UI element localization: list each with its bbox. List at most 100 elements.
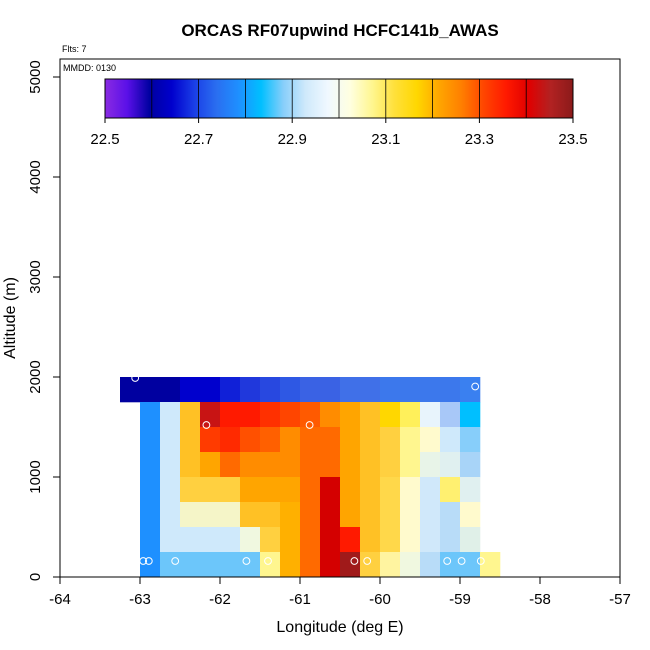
y-tick-label: 2000 (27, 360, 44, 393)
x-tick-label: -63 (129, 591, 151, 608)
y-tick-label: 5000 (27, 60, 44, 93)
colorbar-tick-label: 23.1 (371, 131, 400, 148)
heatmap-cell (460, 452, 481, 478)
heatmap-cell (340, 552, 361, 578)
heatmap-cell (300, 427, 321, 578)
heatmap-cell (460, 427, 481, 453)
heatmap-cell (340, 427, 361, 528)
heatmap-cell (180, 552, 201, 578)
heatmap-cell (280, 402, 301, 428)
heatmap-cell (420, 477, 441, 553)
heatmap-cell (400, 477, 421, 553)
colorbar-tick-label: 23.3 (465, 131, 494, 148)
x-tick-label: -58 (529, 591, 551, 608)
heatmap-cell (240, 552, 261, 578)
heatmap-cell (400, 427, 421, 478)
heatmap-cell (200, 527, 221, 553)
colorbar-ticks: 22.5 22.7 22.9 23.1 23.3 23.5 (90, 118, 588, 148)
y-tick-label: 3000 (27, 260, 44, 293)
heatmap-cell (220, 452, 241, 478)
heatmap-cell (240, 402, 261, 428)
heatmap-cell (180, 502, 201, 528)
x-axis: -64 -63 -62 -61 -60 -59 -58 -57 (49, 576, 631, 608)
heatmap-cell (480, 552, 501, 578)
sample-point (305, 421, 314, 429)
heatmap-cell (240, 502, 261, 528)
sample-point (264, 557, 272, 565)
heatmap-cell (340, 377, 381, 403)
sample-point (131, 374, 140, 382)
heatmap-cell (360, 552, 381, 578)
heatmap-cell (300, 377, 341, 403)
date-annotation: MMDD: 0130 (63, 63, 116, 73)
heatmap-cell (280, 427, 301, 453)
heatmap-cell (240, 527, 261, 553)
heatmap-cell (460, 552, 481, 578)
y-tick-label: 4000 (27, 160, 44, 193)
y-axis: 0 1000 2000 3000 4000 5000 (27, 60, 61, 581)
heatmap-cell (320, 427, 341, 478)
heatmap-cell (160, 552, 181, 578)
heatmap-cell (260, 427, 281, 453)
heatmap-cell (380, 377, 461, 403)
heatmap-cell (440, 427, 461, 453)
heatmap-cell (460, 502, 481, 528)
heatmap-cell (200, 552, 221, 578)
colorbar-tick-label: 22.9 (278, 131, 307, 148)
sample-point (350, 557, 359, 565)
heatmap-cell (380, 427, 401, 478)
heatmap-cell (200, 502, 221, 528)
x-tick-label: -64 (49, 591, 71, 608)
heatmap-cell (260, 527, 281, 553)
colorbar-tick-label: 22.7 (184, 131, 213, 148)
heatmap-cell (440, 552, 461, 578)
heatmap-cell (200, 452, 221, 478)
heatmap-cell (260, 377, 281, 403)
heatmap-cell (220, 552, 241, 578)
heatmap-cell (340, 402, 361, 428)
heatmap-cell (260, 552, 281, 578)
heatmap-cell (220, 477, 241, 503)
heatmap-cell (240, 377, 261, 403)
heatmap-cell (260, 477, 281, 503)
heatmap-cell (220, 427, 241, 453)
heatmap-cell (420, 402, 441, 428)
sample-point (171, 557, 180, 565)
heatmap-cell (240, 452, 261, 478)
chart-title: ORCAS RF07upwind HCFC141b_AWAS (181, 21, 498, 40)
heatmap-cell (220, 377, 241, 403)
sample-point (443, 557, 452, 565)
x-tick-label: -60 (369, 591, 391, 608)
heatmap-cell (400, 402, 421, 428)
heatmap-cell (260, 502, 281, 528)
heatmap-cell (460, 402, 481, 428)
colorbar-tick-label: 23.5 (558, 131, 587, 148)
heatmap-cell (180, 527, 201, 553)
x-axis-label: Longitude (deg E) (276, 619, 403, 636)
heatmap-cell (160, 427, 181, 553)
sample-point (242, 557, 251, 565)
heatmap-cell (260, 452, 281, 478)
heatmap-cell (320, 477, 341, 578)
heatmap-cell (180, 402, 201, 478)
colorbar: 22.5 22.7 22.9 23.1 23.3 23.5 (90, 78, 588, 148)
heatmap-cell (280, 452, 301, 478)
heatmap-cell (420, 452, 441, 478)
heatmap-cell (360, 402, 381, 478)
heatmap-cell (460, 527, 481, 553)
sample-point (202, 421, 211, 429)
heatmap-cells (120, 377, 501, 578)
heatmap-cell (140, 402, 161, 578)
heatmap-cell (200, 427, 221, 453)
heatmap-cell (220, 527, 241, 553)
heatmap-cell (420, 427, 441, 453)
heatmap-cell (340, 527, 361, 553)
y-axis-label: Altitude (m) (2, 277, 19, 359)
heatmap-cell (200, 402, 221, 428)
y-tick-label: 1000 (27, 460, 44, 493)
heatmap-cell (180, 377, 221, 403)
heatmap-cell (440, 502, 461, 553)
colorbar-dividers (151, 79, 527, 118)
heatmap-cell (160, 402, 181, 428)
heatmap-cell (380, 402, 401, 428)
